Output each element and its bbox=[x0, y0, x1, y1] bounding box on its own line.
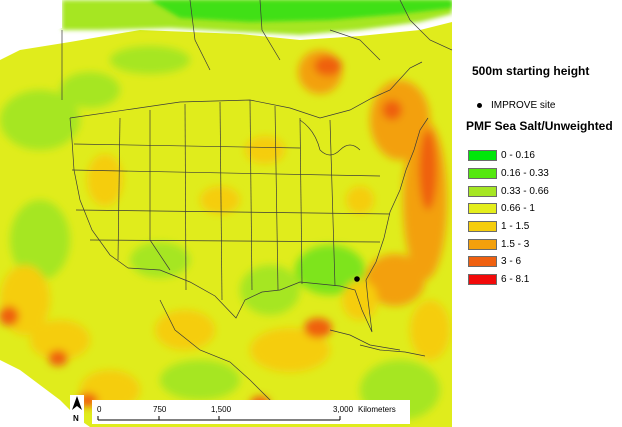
north-arrow-icon bbox=[72, 396, 82, 410]
legend-class-label: 6 - 8.1 bbox=[501, 274, 530, 286]
no-data-area bbox=[0, 0, 62, 48]
lowest-concentration-band bbox=[150, 0, 452, 22]
improve-site-marker[interactable] bbox=[354, 276, 360, 282]
legend-class-item: 0 - 0.16 bbox=[468, 147, 549, 165]
legend-class-label: 0.66 - 1 bbox=[501, 203, 535, 215]
legend-swatch bbox=[468, 168, 497, 180]
legend-class-label: 1.5 - 3 bbox=[501, 238, 530, 250]
site-dot-icon bbox=[477, 103, 482, 108]
no-data-area-sw bbox=[0, 360, 90, 427]
legend-site-entry: IMPROVE site bbox=[477, 100, 555, 111]
legend-class-label: 3 - 6 bbox=[501, 256, 522, 268]
legend-class-label: 0.33 - 0.66 bbox=[501, 185, 549, 197]
legend-class-label: 0.16 - 0.33 bbox=[501, 168, 549, 180]
legend-swatch bbox=[468, 238, 497, 250]
scale-bar: N 0 750 1,500 3,000 Kilometers bbox=[70, 395, 410, 425]
legend-class-label: 1 - 1.5 bbox=[501, 221, 530, 233]
map-canvas: N 0 750 1,500 3,000 Kilometers bbox=[0, 0, 452, 427]
concentration-map[interactable]: N 0 750 1,500 3,000 Kilometers bbox=[0, 0, 452, 427]
legend-swatch bbox=[468, 150, 497, 162]
legend-swatch bbox=[468, 256, 497, 268]
legend-swatch bbox=[468, 185, 497, 197]
legend-class-item: 0.66 - 1 bbox=[468, 200, 549, 218]
legend-swatch bbox=[468, 274, 497, 286]
legend-class-item: 6 - 8.1 bbox=[468, 271, 549, 289]
scale-tick-1: 750 bbox=[153, 405, 167, 414]
legend-swatch bbox=[468, 221, 497, 233]
scale-tick-0: 0 bbox=[97, 405, 102, 414]
scale-tick-3: 3,000 bbox=[333, 405, 354, 414]
site-label: IMPROVE site bbox=[491, 100, 556, 111]
legend-field-title: PMF Sea Salt/Unweighted bbox=[466, 119, 613, 133]
legend-swatch bbox=[468, 203, 497, 215]
concentration-field-base bbox=[0, 22, 452, 427]
legend-class-item: 3 - 6 bbox=[468, 253, 549, 271]
boundary-lines bbox=[61, 0, 452, 421]
legend-class-item: 1.5 - 3 bbox=[468, 235, 549, 253]
starting-height-label: 500m starting height bbox=[472, 64, 590, 78]
legend-class-item: 0.16 - 0.33 bbox=[468, 165, 549, 183]
north-label: N bbox=[73, 414, 79, 423]
legend-class-label: 0 - 0.16 bbox=[501, 150, 535, 162]
legend-panel: 500m starting height IMPROVE site PMF Se… bbox=[456, 0, 622, 427]
legend-class-item: 1 - 1.5 bbox=[468, 218, 549, 236]
legend-classes: 0 - 0.16 0.16 - 0.33 0.33 - 0.66 0.66 - 1 1 … bbox=[468, 147, 549, 289]
scale-units: Kilometers bbox=[358, 405, 396, 414]
scale-tick-2: 1,500 bbox=[211, 405, 232, 414]
legend-class-item: 0.33 - 0.66 bbox=[468, 182, 549, 200]
